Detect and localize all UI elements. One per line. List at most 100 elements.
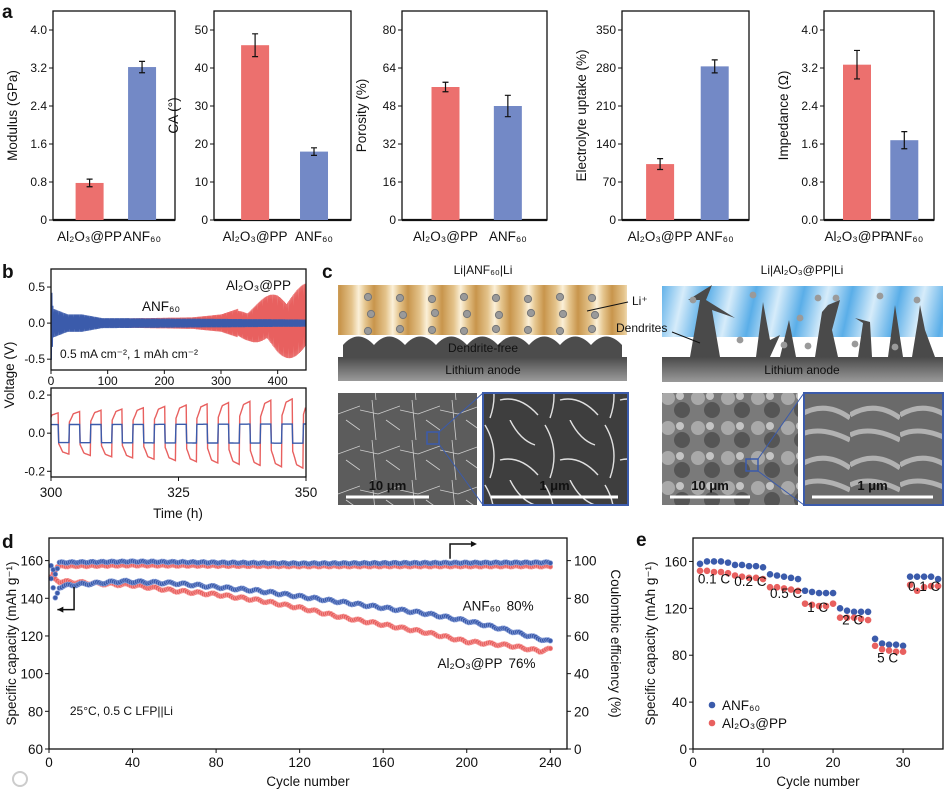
rate-label: 0.2 C <box>734 574 767 589</box>
rate-point <box>927 582 935 590</box>
category-label: ANF₆₀ <box>489 229 527 244</box>
y-tick-label: 0.5 <box>28 280 45 294</box>
li-ion-dot <box>427 294 437 304</box>
rate-point <box>801 600 809 607</box>
lithium-anode-right <box>662 357 943 382</box>
plot-frame <box>213 10 352 221</box>
sem-micrograph <box>803 392 944 506</box>
plot-frame <box>48 537 568 750</box>
category-label: Al₂O₃@PP <box>628 229 693 244</box>
li-ion-dot <box>395 293 405 303</box>
li-ion-dot <box>736 336 744 344</box>
dendrite <box>912 305 935 357</box>
y-tick-label: 3.2 <box>30 61 47 75</box>
rate-point <box>752 574 760 582</box>
rate-point <box>787 574 795 582</box>
anode-label-right: Lithium anode <box>764 363 840 377</box>
bar <box>493 106 522 220</box>
y-tick-label: 0 <box>389 213 396 227</box>
y-axis-label: Impedance (Ω) <box>776 71 791 161</box>
y-tick-label: 2.4 <box>30 99 47 113</box>
error-bar <box>311 147 318 156</box>
y-axis-label: Modulus (GPa) <box>5 70 20 161</box>
rate-point <box>752 562 760 570</box>
x-tick-label: 0 <box>689 755 697 770</box>
rate-point <box>710 568 718 576</box>
y-tick-label: 4.0 <box>30 23 47 37</box>
scale-bar-label: 1 μm <box>539 478 569 493</box>
sem-image: 1 μm <box>482 392 629 506</box>
arrow-head <box>470 541 477 547</box>
voltage-trace <box>50 279 307 360</box>
error-bar <box>252 33 259 58</box>
rate-point <box>773 583 781 591</box>
y-tick-label: 0 <box>679 742 687 757</box>
li-ion-dot <box>555 326 565 336</box>
series-name: ANF₆₀ <box>463 599 501 614</box>
rate-point <box>724 559 732 566</box>
y2-tick-label: 20 <box>574 704 589 719</box>
watermark-logo-icon <box>12 771 28 787</box>
li-ion-dot <box>459 292 469 302</box>
rate-point <box>843 607 851 614</box>
y-tick-label: 80 <box>672 648 687 663</box>
rate-point <box>745 562 753 570</box>
li-ion-dot <box>555 292 565 302</box>
y-tick-label: 350 <box>596 23 616 37</box>
zoom-region <box>745 458 759 472</box>
y-tick-label: 0 <box>609 213 616 227</box>
bar <box>843 64 871 220</box>
rate-point <box>780 585 788 592</box>
y-tick-label: -0.2 <box>24 464 45 478</box>
category-label: ANF₆₀ <box>123 229 161 244</box>
li-ion-dot <box>587 324 597 334</box>
bar <box>890 140 919 220</box>
x-tick-label: 325 <box>167 485 190 500</box>
rate-point <box>703 567 711 575</box>
y-tick-label: 120 <box>20 629 43 644</box>
y-tick-label: 120 <box>664 601 687 616</box>
y-tick-label: 160 <box>20 554 43 569</box>
rate-point <box>934 575 942 583</box>
rate-point <box>696 567 704 575</box>
y-axis-label: Porosity (%) <box>354 79 369 153</box>
rate-point <box>801 587 809 595</box>
y-tick-label: 2.4 <box>801 99 818 113</box>
category-label: Al₂O₃@PP <box>413 229 478 244</box>
rate-point <box>885 641 893 648</box>
li-ion-dot <box>523 325 533 335</box>
rate-point <box>780 573 788 580</box>
bar-chart-1: 0 0.8 1.6 2.4 3.2 4.0 Modulus (GPa) Al₂O₃@PP ANF… <box>5 10 176 244</box>
scale-bar-label: 10 μm <box>369 478 407 493</box>
rate-point <box>731 561 739 569</box>
retention-value: 80% <box>507 599 534 614</box>
rate-point <box>717 568 725 576</box>
zoom-connector <box>757 392 805 506</box>
x-tick-label: 0 <box>48 374 55 388</box>
error-bar <box>901 131 908 150</box>
y2-tick-label: 80 <box>574 591 589 606</box>
y-axis-label: Electrolyte uptake (%) <box>574 49 589 181</box>
rate-point <box>857 608 865 616</box>
rate-point <box>850 608 858 616</box>
panel-label-b: b <box>2 262 14 283</box>
x-tick-label: 350 <box>295 485 318 500</box>
bar <box>700 66 729 220</box>
dendrite-free-label: Dendrite-free <box>448 341 518 355</box>
y-tick-label: 30 <box>195 99 209 113</box>
rate-point <box>766 571 774 578</box>
schematic-title-left: Li|ANF₆₀|Li <box>454 263 513 277</box>
y-tick-label: 0.2 <box>28 388 45 402</box>
legend-marker <box>708 719 716 727</box>
category-label: ANF₆₀ <box>885 229 923 244</box>
y-axis-label: CA (°) <box>166 97 181 133</box>
rate-point <box>892 648 900 656</box>
x-tick-label: 160 <box>372 755 395 770</box>
y-tick-label: 210 <box>596 99 616 113</box>
bar-chart-5: 0.0 0.8 1.6 2.4 3.2 4.0 Impedance (Ω) Al₂O₃@PPA… <box>776 10 935 244</box>
rate-point <box>836 614 844 622</box>
x-tick-label: 80 <box>209 755 224 770</box>
zoom-connector <box>438 392 484 506</box>
y-tick-label: 1.6 <box>801 137 818 151</box>
condition-label: 0.5 mA cm⁻², 1 mAh cm⁻² <box>60 347 198 361</box>
